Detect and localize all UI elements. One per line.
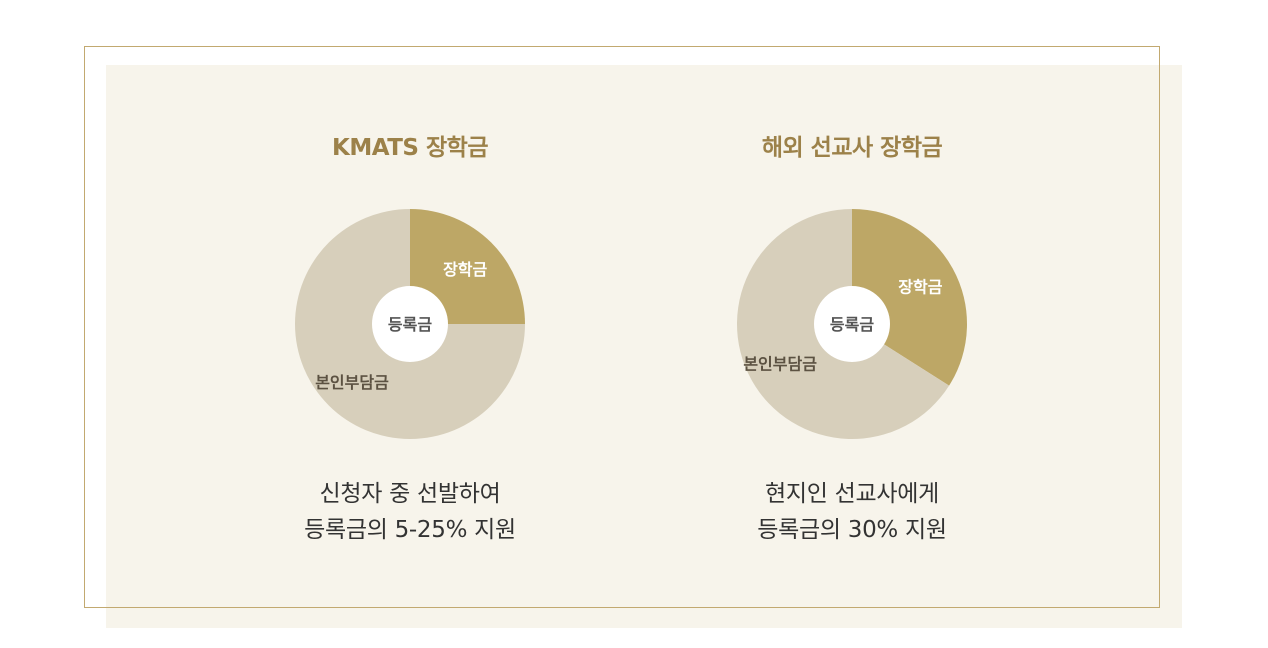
description-line-2: 등록금의 30% 지원 bbox=[757, 517, 947, 543]
background-panel bbox=[106, 65, 1182, 628]
pie-center-label: 등록금 bbox=[830, 315, 874, 334]
pie-slice-label: 장학금 bbox=[443, 260, 487, 279]
decorative-frame bbox=[84, 46, 1160, 608]
card-title: 해외 선교사 장학금 bbox=[761, 135, 943, 161]
description-line-1: 현지인 선교사에게 bbox=[765, 481, 939, 507]
pie-slice-label: 본인부담금 bbox=[743, 355, 817, 374]
card-description: 신청자 중 선발하여 등록금의 5-25% 지원 bbox=[210, 476, 610, 548]
pie-center-hole bbox=[814, 286, 890, 362]
description-line-2: 등록금의 5-25% 지원 bbox=[304, 517, 516, 543]
pie-slice-label: 본인부담금 bbox=[315, 373, 389, 392]
pie-slice-label: 장학금 bbox=[898, 277, 942, 296]
description-line-1: 신청자 중 선발하여 bbox=[319, 481, 501, 507]
card-title: KMATS 장학금 bbox=[332, 135, 488, 161]
card-description: 현지인 선교사에게 등록금의 30% 지원 bbox=[652, 476, 1052, 548]
pie-center-label: 등록금 bbox=[388, 315, 432, 334]
pie-center-hole bbox=[372, 286, 448, 362]
pie-slice-scholarship bbox=[410, 209, 525, 324]
